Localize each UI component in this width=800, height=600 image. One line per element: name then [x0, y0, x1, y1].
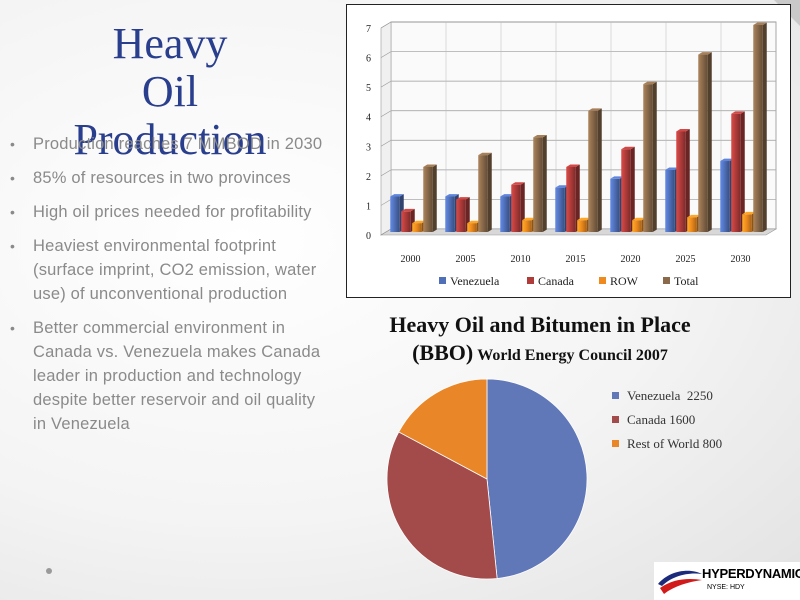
- gridline-side: [380, 228, 392, 236]
- pie-slice: [398, 378, 488, 480]
- pie-chart: [380, 375, 600, 595]
- y-tick-label: 4: [366, 113, 371, 124]
- y-tick-label: 5: [366, 83, 371, 94]
- bullet-text: Production reaches 7 MMBOD in 2030: [33, 135, 323, 153]
- pie-legend-swatch: [612, 416, 619, 423]
- y-tick-label: 7: [366, 24, 371, 35]
- pie-slice: [486, 378, 588, 579]
- logo-ticker: NYSE: HDY: [707, 584, 745, 591]
- legend-swatch: [527, 277, 534, 284]
- bar-chart: 01234567MMBOD200020052010201520202025203…: [366, 21, 778, 288]
- y-tick-label: 1: [366, 201, 371, 212]
- bullet-text: Heaviest environmental footprint (surfac…: [33, 237, 317, 303]
- bullet-glyph: •: [10, 204, 16, 220]
- gridline-side: [380, 169, 392, 177]
- company-logo: HYPERDYNAMICS NYSE: HDY: [654, 562, 800, 600]
- chart-side-wall: [380, 21, 392, 236]
- bullet-text: 85% of resources in two provinces: [33, 169, 291, 187]
- bullet-glyph: •: [10, 238, 16, 254]
- gridline-side: [380, 140, 392, 147]
- pie-legend-label: Canada 1600: [627, 412, 696, 427]
- bar-canada: [566, 164, 580, 232]
- bar-total: [423, 164, 437, 232]
- bar-canada: [676, 129, 690, 232]
- bullet-text: High oil prices needed for profitability: [33, 203, 312, 221]
- bullet-item: • Better commercial environment in Canada…: [8, 316, 326, 436]
- legend-label: Canada: [538, 274, 575, 288]
- bar-canada: [621, 146, 635, 232]
- legend-label: Venezuela: [450, 274, 500, 288]
- bar-total: [643, 81, 657, 233]
- legend-swatch: [439, 277, 446, 284]
- bullet-item: • Heaviest environmental footprint (surfa…: [8, 234, 326, 306]
- bullet-glyph: •: [10, 320, 16, 336]
- legend-label: ROW: [610, 274, 639, 288]
- gridline-side: [380, 80, 392, 88]
- pie-title-source: World Energy Council 2007: [477, 347, 668, 364]
- x-tick-label: 2015: [566, 254, 586, 265]
- x-tick-label: 2005: [456, 254, 476, 265]
- pie-legend-item: Rest of World 800: [612, 436, 722, 460]
- legend-swatch: [663, 277, 670, 284]
- pie-legend-item: Venezuela 2250: [612, 388, 722, 412]
- pie-chart-title: Heavy Oil and Bitumen in Place (BBO) Wor…: [340, 310, 740, 366]
- legend-label: Total: [674, 274, 699, 288]
- bar-total: [533, 134, 547, 232]
- bullet-item: • 85% of resources in two provinces: [8, 166, 326, 190]
- bar-total: [588, 108, 602, 232]
- y-tick-label: 6: [366, 54, 371, 65]
- bullet-glyph: •: [10, 170, 16, 186]
- pie-slice: [386, 431, 498, 580]
- legend-swatch: [599, 277, 606, 284]
- pie-legend: Venezuela 2250 Canada 1600 Rest of World 8…: [612, 388, 722, 460]
- pie-legend-swatch: [612, 392, 619, 399]
- x-tick-label: 2030: [731, 254, 751, 265]
- slide-title: Heavy Oil Production: [73, 19, 267, 164]
- pie-title-line1: Heavy Oil and Bitumen in Place: [389, 312, 691, 337]
- gridline-side: [380, 199, 392, 206]
- bullet-glyph: •: [10, 136, 16, 152]
- bullet-item: • Production reaches 7 MMBOD in 2030: [8, 132, 326, 156]
- pie-legend-item: Canada 1600: [612, 412, 722, 436]
- x-tick-label: 2020: [621, 254, 641, 265]
- slide-dot: [46, 568, 52, 574]
- pie-legend-label: Venezuela 2250: [627, 388, 713, 403]
- gridline-side: [380, 21, 392, 29]
- logo-name: HYPERDYNAMICS: [702, 566, 800, 581]
- pie-title-unit: (BBO): [412, 340, 474, 365]
- y-tick-label: 0: [366, 231, 371, 242]
- gridline-side: [380, 51, 392, 58]
- y-tick-label: 2: [366, 172, 371, 183]
- bar-total: [698, 52, 712, 233]
- bar-total: [753, 22, 767, 232]
- pie-legend-label: Rest of World 800: [627, 436, 723, 451]
- bar-chart-panel: 01234567MMBOD200020052010201520202025203…: [346, 4, 791, 298]
- gridline-side: [380, 110, 392, 117]
- x-tick-label: 2000: [401, 254, 421, 265]
- pie-legend-swatch: [612, 440, 619, 447]
- bullet-list: • Production reaches 7 MMBOD in 2030 • 85% …: [8, 132, 326, 446]
- pie-svg: [386, 378, 588, 580]
- bar-total: [478, 152, 492, 232]
- bar-canada: [731, 111, 745, 232]
- x-tick-label: 2010: [511, 254, 531, 265]
- x-tick-label: 2025: [676, 254, 696, 265]
- bullet-text: Better commercial environment in Canada …: [33, 319, 321, 433]
- y-tick-label: 3: [366, 142, 371, 153]
- bullet-item: • High oil prices needed for profitabilit…: [8, 200, 326, 224]
- hyperdynamics-swoosh-logo-icon: [658, 570, 702, 594]
